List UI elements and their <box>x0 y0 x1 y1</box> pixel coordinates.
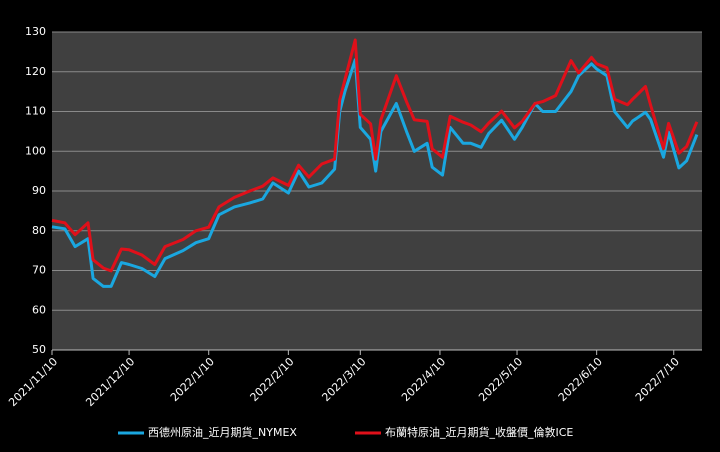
y-tick-label: 70 <box>32 264 46 277</box>
data-line <box>51 58 699 288</box>
y-tick-label: 80 <box>32 224 46 237</box>
y-tick-label: 90 <box>32 184 46 197</box>
y-tick-label: 100 <box>25 144 46 157</box>
legend-label: 布蘭特原油_近月期貨_收盤價_倫敦ICE <box>385 425 573 439</box>
legend-label: 西德州原油_近月期貨_NYMEX <box>148 425 297 439</box>
data-line <box>51 38 699 273</box>
y-tick-label: 110 <box>25 105 46 118</box>
y-tick-label: 120 <box>25 65 46 78</box>
y-tick-label: 50 <box>32 343 46 356</box>
y-tick-label: 130 <box>25 25 46 38</box>
y-tick-label: 60 <box>32 303 46 316</box>
